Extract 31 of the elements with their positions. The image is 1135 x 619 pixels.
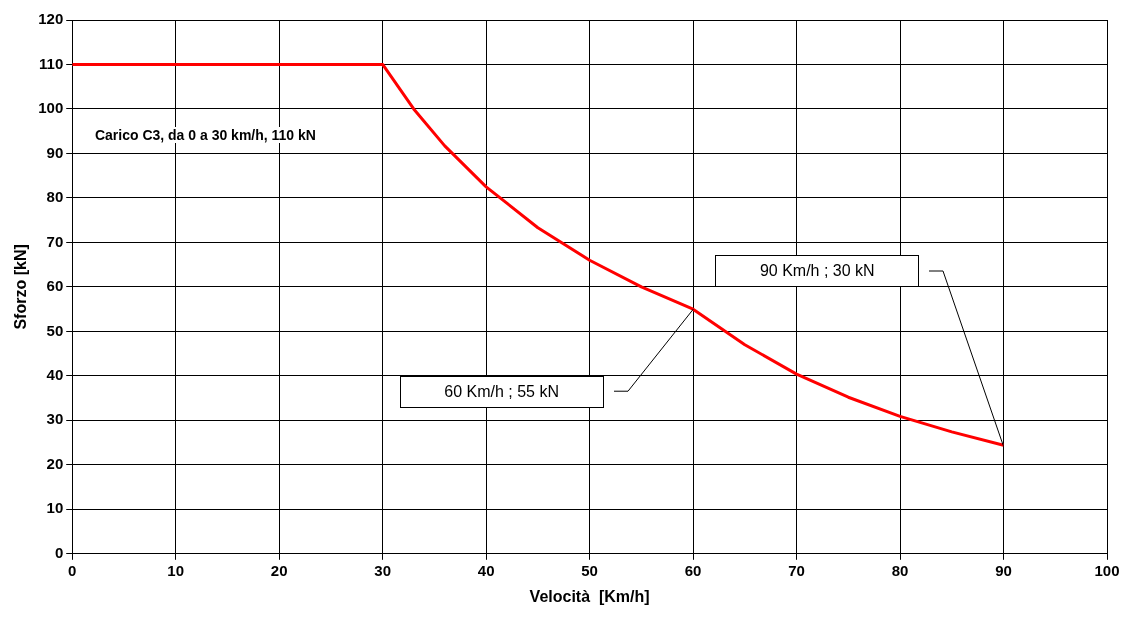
- x-tick-label: 20: [270, 561, 288, 579]
- x-tick-label: 60: [684, 561, 702, 579]
- y-tick-label: 10: [46, 499, 64, 517]
- y-tick-label: 120: [38, 10, 64, 28]
- callout: 60 Km/h ; 55 kN: [397, 307, 696, 410]
- y-tick-label: 50: [46, 321, 64, 339]
- y-tick-label: 70: [46, 232, 64, 250]
- y-tick-label: 40: [46, 366, 64, 384]
- y-tick-label: 30: [46, 410, 64, 428]
- x-tick-label: 90: [995, 561, 1012, 579]
- y-tick-label: 100: [38, 99, 64, 117]
- x-tick-label: 30: [374, 561, 391, 579]
- y-tick-label: 60: [46, 277, 64, 295]
- annotation: 90 Km/h ; 30 kN: [759, 261, 875, 280]
- y-tick-label: 80: [46, 188, 64, 206]
- annotation: Carico C3, da 0 a 30 km/h, 110 kN: [92, 127, 318, 144]
- y-tick-label: 20: [46, 454, 64, 472]
- x-axis-title: Velocità [Km/h]: [529, 587, 650, 605]
- x-tick-label: 80: [891, 561, 909, 579]
- y-tick-label: 110: [39, 54, 64, 72]
- y-tick-label: 90: [46, 143, 64, 161]
- x-tick-label: 0: [68, 561, 77, 579]
- y-tick-label: 0: [54, 543, 64, 561]
- annotation: 60 Km/h ; 55 kN: [444, 382, 560, 401]
- x-tick-label: 70: [788, 561, 805, 579]
- callout: 90 Km/h ; 30 kN: [713, 252, 1006, 448]
- x-tick-label: 100: [1094, 561, 1120, 579]
- x-tick-label: 50: [581, 561, 598, 579]
- x-tick-label: 10: [167, 561, 185, 579]
- x-tick-label: 40: [477, 561, 495, 579]
- y-axis-title: Sforzo [kN]: [12, 244, 30, 330]
